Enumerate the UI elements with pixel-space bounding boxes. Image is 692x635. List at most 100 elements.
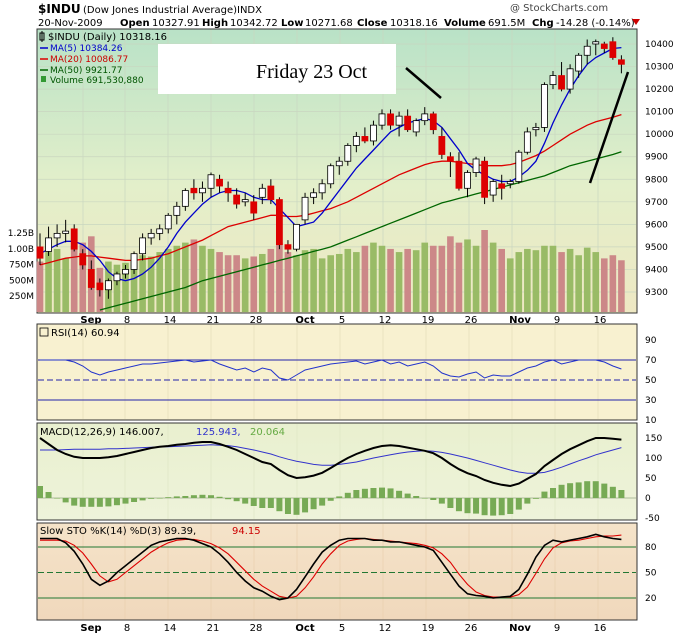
macd-hist-bar: [541, 491, 548, 498]
macd-panel: [36, 422, 638, 521]
macd-hist-bar: [173, 496, 180, 498]
candle-down: [481, 160, 489, 198]
macd-hist-bar: [498, 498, 505, 516]
candle-down: [361, 136, 369, 142]
high-value: 10342.72: [230, 18, 278, 29]
volume-tick-label: 1.00B: [8, 245, 34, 255]
macd-hist-bar: [421, 498, 428, 499]
quote-date: 20-Nov-2009: [38, 18, 103, 29]
macd-hist-bar: [319, 498, 326, 506]
date-axis-bottom: Sep 8 14 21 28 Oct 5 12 19 26 Nov 9 16: [80, 623, 606, 634]
macd-hist-bar: [96, 498, 103, 507]
volume-bar: [541, 245, 548, 312]
macd-hist-value: 20.064: [250, 427, 285, 438]
volume-bar: [241, 258, 249, 312]
candle-up: [327, 165, 335, 185]
candle-up: [199, 187, 206, 194]
volume-bar: [335, 253, 343, 312]
candle-down: [96, 282, 104, 291]
candle-up: [566, 68, 574, 90]
sto-label: Slow STO %K(14) %D(3) 89.39,: [40, 526, 196, 537]
volume-bar: [70, 245, 78, 312]
volume-bar: [395, 252, 403, 312]
date-tick-label: Sep: [80, 623, 101, 634]
price-tick-label: 10200: [645, 85, 674, 95]
open-label: Open: [120, 18, 150, 29]
candle-up: [464, 172, 471, 189]
volume-bar: [370, 242, 377, 312]
candle-down: [224, 187, 232, 194]
candle-up: [523, 131, 531, 153]
candle-up: [421, 113, 429, 122]
macd-hist-bar: [190, 495, 197, 498]
date-tick-label: 14: [164, 315, 177, 326]
date-tick-label: 12: [379, 623, 392, 634]
volume-bar: [259, 253, 266, 312]
candle-up: [241, 199, 249, 203]
candle-up: [113, 273, 121, 282]
macd-hist-bar: [293, 498, 300, 515]
volume-bar: [344, 248, 352, 312]
trend-line: [588, 71, 630, 184]
candle-down: [455, 160, 463, 189]
rsi-line: [40, 359, 622, 381]
candle-up: [352, 136, 360, 146]
annotation: Friday 23 Oct: [158, 44, 630, 184]
sto-tick-label: 20: [645, 594, 657, 604]
candle-up: [335, 160, 343, 167]
volume-bar: [524, 248, 531, 312]
macd-hist-bar: [618, 490, 625, 498]
candle-down: [275, 199, 283, 246]
candle-up: [583, 45, 591, 56]
candle-down: [87, 269, 95, 288]
chart-header: $INDU (Dow Jones Industrial Average) IND…: [38, 2, 640, 29]
date-tick-label: 5: [339, 315, 345, 326]
volume-bar: [224, 255, 232, 312]
candle-up: [344, 145, 352, 162]
price-tick-label: 10100: [645, 108, 674, 118]
volume-bar: [455, 242, 463, 312]
sto-tick-label: 50: [645, 569, 657, 579]
macd-hist-bar: [208, 495, 214, 498]
date-tick-label: 28: [250, 315, 263, 326]
macd-hist-bar: [515, 498, 522, 510]
down-arrow-icon: [632, 19, 640, 25]
legend-ma5: MA(5) 10384.26: [50, 44, 123, 54]
candle-down: [267, 185, 275, 200]
volume-tick-label: 1.25B: [8, 229, 34, 239]
macd-hist-bar: [113, 498, 120, 506]
candle-up: [532, 127, 540, 131]
volume-bar: [113, 264, 121, 312]
macd-hist-bar: [455, 498, 462, 512]
legend-ma50: MA(50) 9921.77: [50, 66, 122, 76]
candle-up: [378, 113, 386, 126]
candle-down: [190, 187, 198, 194]
macd-hist-bar: [473, 498, 480, 514]
macd-hist-bar: [233, 498, 240, 502]
macd-hist-bar: [387, 488, 394, 498]
volume-bar: [318, 258, 326, 312]
date-tick-label: 12: [379, 315, 392, 326]
price-tick-label: 9400: [645, 265, 668, 275]
candle-up: [515, 151, 523, 182]
date-tick-label: 19: [422, 623, 435, 634]
volume-bar: [472, 245, 480, 312]
candle-up: [395, 115, 403, 126]
candle-up: [156, 228, 164, 234]
candle-down: [609, 41, 617, 58]
ma50-line: [99, 151, 622, 311]
macd-hist-bar: [54, 498, 61, 499]
volume-bar: [532, 250, 540, 312]
macd-hist-bar: [71, 498, 78, 506]
macd-hist-bar: [490, 498, 497, 516]
volume-bar: [301, 250, 309, 312]
candle-up: [549, 75, 557, 85]
symbol: $INDU: [38, 2, 81, 16]
macd-hist-bar: [225, 498, 232, 500]
macd-hist-bar: [438, 498, 445, 504]
macd-hist-bar: [182, 496, 189, 498]
candle-up: [412, 120, 420, 133]
rsi-tick-label: 10: [645, 416, 657, 426]
macd-indicator: 150 100 50 0 -50: [37, 424, 662, 524]
macd-hist-bar: [79, 498, 86, 507]
